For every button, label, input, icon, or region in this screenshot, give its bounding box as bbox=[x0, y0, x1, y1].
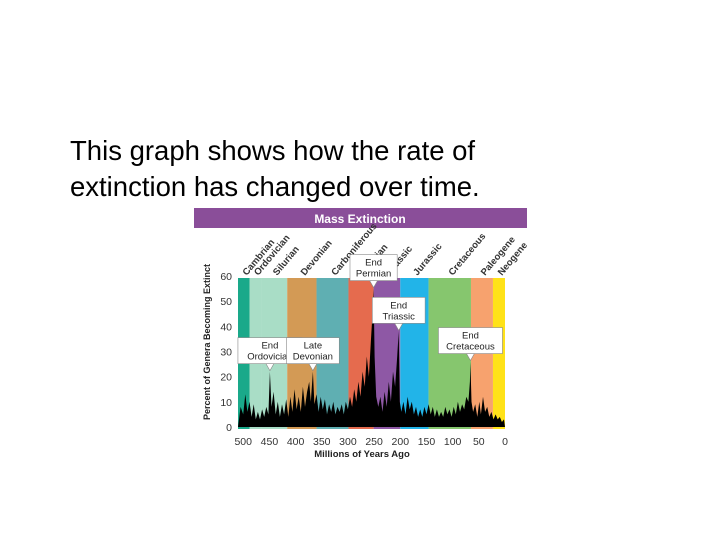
y-tick-label: 20 bbox=[220, 372, 232, 384]
y-tick-label: 60 bbox=[220, 271, 232, 283]
x-tick-label: 200 bbox=[392, 436, 410, 448]
extinction-callouts: EndOrdovicianLateDevonianEndPermianEndTr… bbox=[237, 254, 503, 372]
callout-box bbox=[286, 337, 340, 364]
title-banner bbox=[194, 208, 527, 228]
y-tick-label: 50 bbox=[220, 296, 232, 308]
x-tick-label: 100 bbox=[444, 436, 462, 448]
callout-box bbox=[349, 254, 398, 281]
mass-extinction-figure: Mass Extinction Cambrian Ordovician Siluri… bbox=[194, 208, 527, 465]
callout-text: End bbox=[462, 331, 479, 342]
x-tick-label: 150 bbox=[418, 436, 436, 448]
callout-text: End bbox=[390, 300, 407, 311]
callout-text: Devonian bbox=[293, 352, 333, 363]
callout-text: Ordovician bbox=[247, 352, 292, 363]
callout-text: Triassic bbox=[383, 311, 416, 322]
x-axis-label: Millions of Years Ago bbox=[314, 449, 410, 460]
x-tick-label: 250 bbox=[365, 436, 383, 448]
caption: This graph shows how the rate of extinct… bbox=[70, 133, 670, 205]
x-tick-label: 500 bbox=[234, 436, 252, 448]
x-tick-label: 400 bbox=[287, 436, 305, 448]
y-tick-label: 10 bbox=[220, 397, 232, 409]
caption-line-1: This graph shows how the rate of bbox=[70, 135, 476, 166]
callout-text: Cretaceous bbox=[446, 342, 495, 353]
x-tick-label: 50 bbox=[473, 436, 485, 448]
mass-extinction-chart: Mass Extinction CambrianOrdovicianSiluri… bbox=[194, 208, 527, 460]
x-tick-label: 300 bbox=[339, 436, 357, 448]
chart-title: Mass Extinction bbox=[314, 212, 405, 226]
callout-text: Permian bbox=[356, 269, 391, 280]
callout-text: End bbox=[261, 341, 278, 352]
x-tick-label: 350 bbox=[313, 436, 331, 448]
y-tick-label: 0 bbox=[226, 422, 232, 434]
x-axis-ticks: 500 450 400 350 300 250 200 150 100 50 0 bbox=[234, 436, 508, 448]
callout-box bbox=[372, 297, 426, 324]
callout-text: End bbox=[365, 258, 382, 269]
extinction-curve bbox=[238, 288, 505, 427]
callout-text: Late bbox=[304, 341, 323, 352]
y-axis-label: Percent of Genera Becoming Extinct bbox=[202, 264, 212, 420]
x-tick-label: 450 bbox=[261, 436, 279, 448]
y-tick-label: 40 bbox=[220, 321, 232, 333]
y-tick-label: 30 bbox=[220, 347, 232, 359]
y-axis-ticks: 0 10 20 30 40 50 60 bbox=[220, 271, 232, 434]
caption-line-2: extinction has changed over time. bbox=[70, 171, 480, 202]
x-tick-label: 0 bbox=[502, 436, 508, 448]
period-label-jurassic: Jurassic bbox=[411, 241, 444, 278]
callout-box bbox=[438, 327, 503, 354]
